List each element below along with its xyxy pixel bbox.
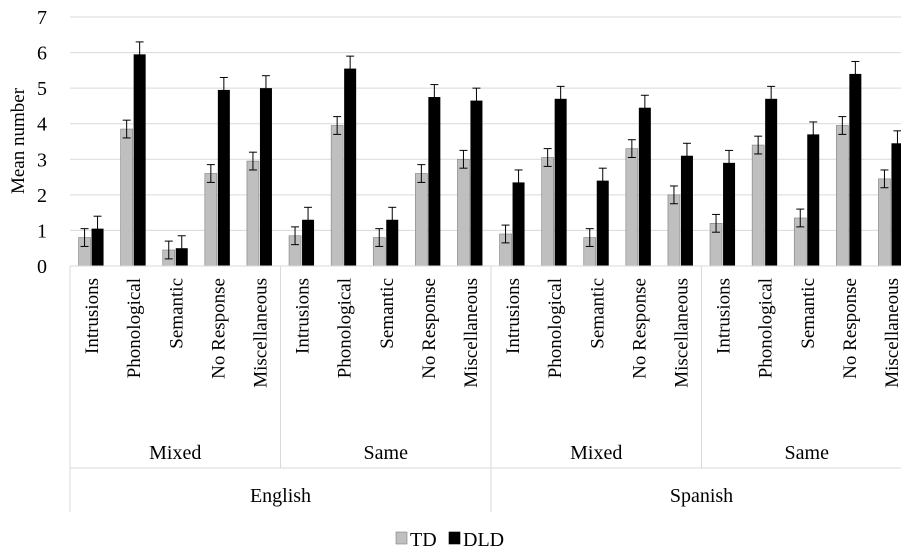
bar-dld	[891, 143, 901, 266]
legend-swatch-td	[395, 531, 408, 545]
bar-dld	[638, 107, 651, 266]
condition-label: Mixed	[149, 442, 201, 464]
x-category-label: Phonological	[124, 278, 145, 378]
bar-td	[878, 178, 891, 267]
bar-dld	[512, 182, 525, 266]
bar-dld	[554, 98, 567, 266]
bar-td	[415, 173, 428, 267]
language-label: English	[250, 485, 311, 507]
x-category-label: No Response	[629, 278, 650, 379]
y-tick-label: 3	[37, 149, 47, 171]
bar-dld	[344, 68, 357, 266]
bars	[78, 54, 901, 267]
language-label: Spanish	[670, 485, 733, 507]
bar-dld	[386, 219, 399, 266]
bar-dld	[596, 180, 609, 266]
bar-dld	[91, 228, 104, 266]
error-bars	[80, 41, 901, 262]
y-tick-label: 0	[37, 256, 47, 278]
bar-td	[836, 125, 849, 267]
bar-dld	[428, 97, 441, 267]
condition-label: Same	[364, 442, 409, 464]
bar-dld	[302, 219, 315, 266]
bar-dld	[807, 134, 820, 266]
x-category-label: Semantic	[798, 278, 819, 349]
x-axis: Intrusions Phonological Semantic No Respons…	[69, 265, 901, 512]
x-category-label: Phonological	[756, 278, 777, 378]
x-category-label: Miscellaneous	[250, 278, 271, 388]
x-category-label: Phonological	[335, 278, 356, 378]
x-category-label: No Response	[840, 278, 861, 379]
bar-td	[667, 194, 681, 267]
x-category-label: Intrusions	[714, 278, 735, 354]
legend-label-td: TD	[410, 529, 437, 551]
bar-dld	[259, 88, 272, 267]
x-category-label: Intrusions	[82, 278, 103, 354]
condition-label: Mixed	[570, 442, 622, 464]
x-category-label: No Response	[208, 278, 229, 379]
x-category-label: Semantic	[166, 278, 187, 349]
bar-dld	[723, 162, 736, 266]
legend-swatch-dld	[448, 531, 461, 545]
x-category-label: Miscellaneous	[671, 278, 692, 388]
x-category-label: Semantic	[587, 278, 608, 349]
condition-label: Same	[785, 442, 830, 464]
y-axis-title: Mean number	[8, 87, 29, 194]
x-category-label: Intrusions	[503, 278, 524, 354]
bar-td	[625, 148, 639, 267]
x-category-label: No Response	[419, 278, 440, 379]
bar-td	[330, 125, 344, 267]
bar-td	[204, 173, 218, 267]
y-tick-label: 6	[37, 43, 47, 65]
y-tick-label: 5	[37, 78, 47, 100]
x-category-label: Miscellaneous	[882, 278, 901, 388]
legend: TD DLD	[395, 529, 504, 551]
y-tick-label: 1	[37, 220, 47, 242]
bar-td	[120, 128, 133, 267]
x-category-label: Miscellaneous	[461, 278, 482, 388]
bar-td	[457, 158, 470, 267]
legend-label-dld: DLD	[463, 529, 504, 551]
bar-dld	[470, 100, 483, 266]
bar-dld	[217, 89, 230, 267]
x-category-label: Intrusions	[293, 278, 314, 354]
bar-dld	[765, 98, 778, 266]
bar-td	[246, 160, 260, 267]
bar-dld	[133, 54, 146, 266]
x-category-label: Semantic	[377, 278, 398, 349]
y-tick-label: 7	[37, 7, 47, 29]
bar-td	[541, 157, 554, 267]
bar-dld	[849, 73, 862, 267]
bar-dld	[680, 155, 693, 266]
x-category-label: Phonological	[545, 278, 566, 378]
bar-td	[751, 144, 765, 267]
y-axis-ticks: 0 1 2 3 4 5 6 7	[37, 7, 47, 278]
y-tick-label: 4	[37, 114, 47, 136]
y-tick-label: 2	[37, 185, 47, 207]
